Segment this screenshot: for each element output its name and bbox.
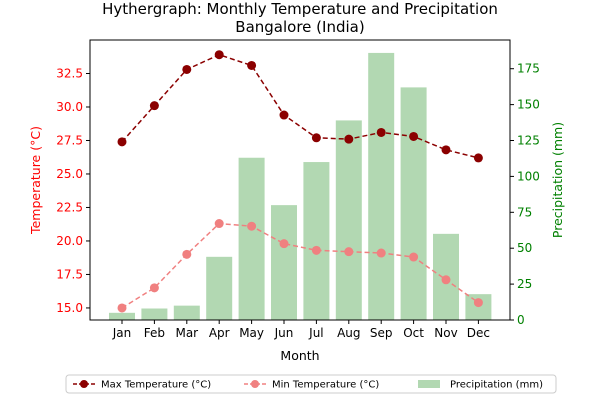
y-right-tick-label: 0 (517, 313, 525, 327)
y-right-tick-label: 75 (517, 205, 532, 219)
precipitation-bar-feb (141, 308, 168, 320)
x-tick-label: Oct (403, 326, 424, 340)
y-right-tick-label: 150 (517, 98, 540, 112)
precipitation-bar-jan (109, 312, 135, 320)
legend-label-2: Precipitation (mm) (450, 380, 543, 391)
x-tick-label: Nov (434, 326, 457, 340)
chart-title-line1: Hythergraph: Monthly Temperature and Pre… (102, 0, 498, 18)
series-line-1 (121, 222, 479, 309)
series-point-0-aug (344, 134, 354, 144)
plot-frame (89, 39, 511, 321)
legend-label-0: Max Temperature (°C) (101, 380, 211, 391)
series-point-1-nov (441, 275, 451, 285)
series-point-1-mar (182, 249, 192, 259)
y-right-tick-label: 100 (517, 169, 540, 183)
legend-marker-1 (251, 380, 259, 388)
precipitation-bar-aug (335, 120, 362, 321)
series-point-1-apr (214, 219, 224, 229)
series-point-0-may (247, 60, 257, 70)
y-left-tick-label: 25.0 (56, 167, 83, 181)
precipitation-bar-mar (173, 305, 200, 320)
series-point-0-jun (279, 110, 289, 120)
series-point-0-sep (376, 127, 386, 137)
series-point-0-nov (441, 145, 451, 155)
series-point-1-jan (117, 303, 127, 313)
x-tick-label: Jun (274, 326, 294, 340)
x-tick-label: Dec (467, 326, 490, 340)
y-left-tick-label: 27.5 (56, 133, 83, 147)
precipitation-bar-apr (206, 256, 233, 320)
x-tick-label: Feb (144, 326, 165, 340)
chart-axes: Jan Feb Mar Apr May Jun Jul Aug Sep Oct Nov Dec 15.0… (56, 39, 540, 340)
series-point-1-oct (409, 252, 419, 262)
series-point-0-oct (409, 131, 419, 141)
y-right-tick-label: 175 (517, 62, 540, 76)
series-point-1-jul (311, 245, 321, 255)
precipitation-bar-jul (303, 162, 330, 320)
y-left-tick-label: 22.5 (56, 200, 83, 214)
y-left-tick-label: 15.0 (56, 301, 83, 315)
x-tick-label: Sep (370, 326, 393, 340)
precipitation-bar-sep (368, 52, 395, 321)
series-point-1-may (247, 221, 257, 231)
legend-marker-0 (80, 380, 88, 388)
series-point-1-dec (473, 298, 483, 308)
series-point-0-dec (473, 153, 483, 163)
precipitation-bar-may (238, 157, 265, 320)
series-point-1-jun (279, 239, 289, 249)
y-left-tick-label: 32.5 (56, 66, 83, 80)
y-axis-label-left: Temperature (°C) (28, 126, 43, 235)
precipitation-bar-jun (271, 205, 297, 320)
legend-bar-swatch (418, 380, 440, 388)
legend-frame (65, 374, 557, 394)
precipitation-bars (109, 52, 492, 321)
temperature-lines (117, 50, 483, 313)
y-right-tick-label: 50 (517, 241, 532, 255)
x-tick-label: Jul (308, 326, 323, 340)
y-left-tick-label: 17.5 (56, 267, 83, 281)
x-axis-label: Month (280, 348, 319, 363)
x-tick-label: Apr (209, 326, 230, 340)
precipitation-bar-oct (400, 87, 427, 320)
y-left-tick-label: 30.0 (56, 100, 83, 114)
legend-label-1: Min Temperature (°C) (272, 380, 379, 391)
x-tick-label: Aug (337, 326, 360, 340)
y-right-tick-label: 125 (517, 134, 540, 148)
series-point-1-feb (149, 283, 159, 293)
x-tick-label: Jan (112, 326, 132, 340)
series-point-0-apr (214, 50, 224, 60)
series-point-0-mar (182, 64, 192, 74)
y-left-tick-label: 20.0 (56, 234, 83, 248)
y-axis-label-right: Precipitation (mm) (550, 122, 565, 238)
series-point-1-aug (344, 247, 354, 257)
series-line-0 (121, 53, 479, 159)
series-point-1-sep (376, 248, 386, 258)
y-right-tick-label: 25 (517, 277, 532, 291)
series-point-0-feb (149, 101, 159, 111)
x-tick-label: Mar (175, 326, 198, 340)
series-point-0-jul (311, 133, 321, 143)
series-point-0-jan (117, 137, 127, 147)
x-tick-label: May (239, 326, 264, 340)
chart-title-line2: Bangalore (India) (235, 18, 364, 36)
chart-legend: Max Temperature (°C) Min Temperature (°C)… (65, 374, 557, 394)
